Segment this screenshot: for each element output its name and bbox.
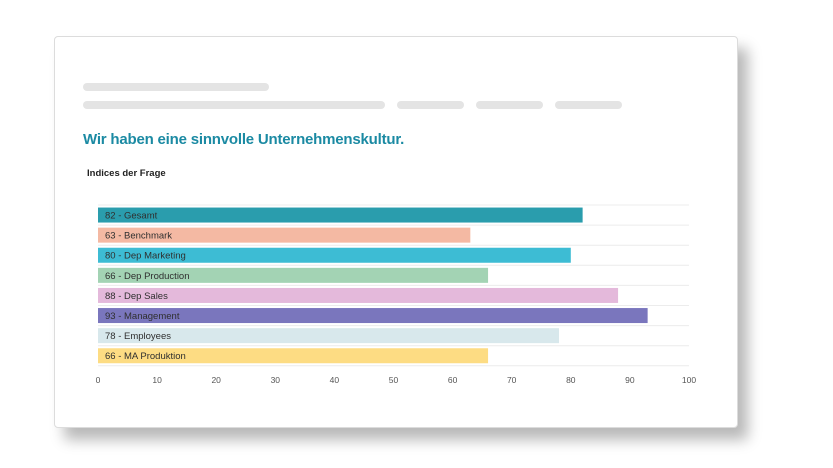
x-tick-label: 30: [271, 375, 281, 385]
question-title: Wir haben eine sinnvolle Unternehmenskul…: [83, 131, 405, 148]
chart-grid: [98, 204, 689, 367]
x-tick-label: 40: [330, 375, 340, 385]
bar-label: 88 - Dep Sales: [105, 291, 168, 302]
x-tick-label: 20: [211, 375, 221, 385]
bar[interactable]: [98, 227, 471, 243]
bar[interactable]: [98, 328, 559, 344]
skeleton-line: [83, 101, 385, 109]
x-tick-label: 0: [96, 375, 101, 385]
chart-x-axis: 0 10 20 30 40 50 60 70 80 90 100: [96, 375, 697, 385]
skeleton-line: [476, 101, 543, 109]
bar-label: 66 - MA Produktion: [105, 351, 186, 362]
x-tick-label: 70: [507, 375, 517, 385]
skeleton-line: [83, 83, 269, 91]
x-tick-label: 60: [448, 375, 458, 385]
chart-bars: 82 - Gesamt 63 - Benchmark 80 - Dep Market…: [98, 207, 648, 364]
x-tick-label: 100: [682, 375, 696, 385]
bar-label: 78 - Employees: [105, 331, 171, 342]
skeleton-line: [397, 101, 464, 109]
bar[interactable]: [98, 247, 571, 263]
bar[interactable]: [98, 287, 619, 303]
x-tick-label: 10: [152, 375, 162, 385]
bar[interactable]: [98, 207, 583, 223]
bar[interactable]: [98, 348, 489, 364]
x-tick-label: 50: [389, 375, 399, 385]
bar-chart: 82 - Gesamt 63 - Benchmark 80 - Dep Market…: [96, 204, 697, 385]
bar-label: 80 - Dep Marketing: [105, 251, 186, 262]
question-card: Wir haben eine sinnvolle Unternehmenskul…: [54, 36, 738, 428]
bar[interactable]: [98, 308, 648, 324]
chart-title: Indices der Frage: [87, 168, 166, 179]
bar-label: 93 - Management: [105, 311, 180, 322]
bar-label: 66 - Dep Production: [105, 271, 190, 282]
bar-label: 63 - Benchmark: [105, 231, 172, 242]
x-tick-label: 90: [625, 375, 635, 385]
bar-label: 82 - Gesamt: [105, 210, 158, 221]
skeleton-line: [555, 101, 622, 109]
x-tick-label: 80: [566, 375, 576, 385]
bar[interactable]: [98, 267, 489, 283]
